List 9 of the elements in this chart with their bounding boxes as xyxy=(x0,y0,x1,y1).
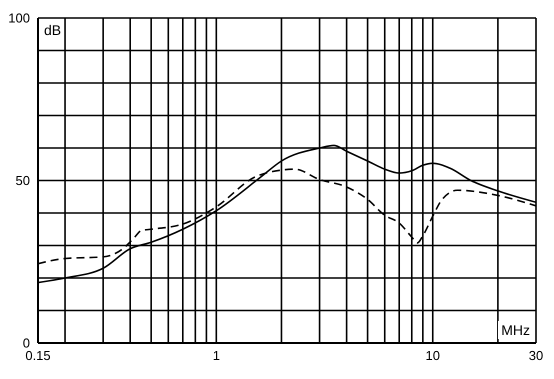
y-tick-label: 0 xyxy=(22,336,30,351)
x-tick-label: 10 xyxy=(426,348,440,364)
y-tick-label: 100 xyxy=(8,10,30,26)
y-tick-label: 50 xyxy=(16,173,30,188)
x-tick-label: 30 xyxy=(528,348,544,364)
x-tick-label: 0.15 xyxy=(25,348,51,364)
y-axis-title: dB xyxy=(41,21,64,39)
x-axis-title: MHz xyxy=(498,321,533,339)
x-tick-label: 1 xyxy=(212,348,220,364)
